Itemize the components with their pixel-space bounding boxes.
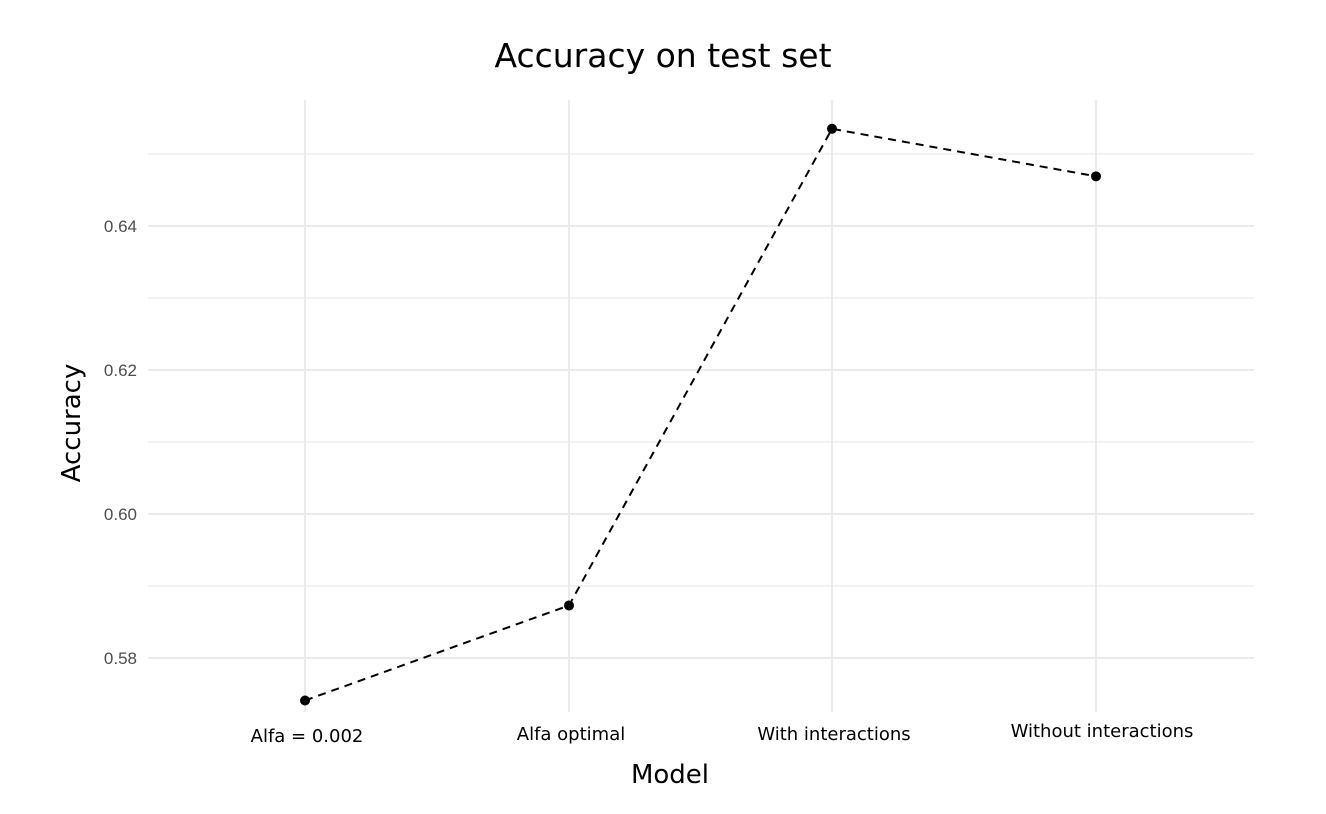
x-tick-label: Alfa = 0.002 [251, 726, 364, 747]
chart-title: Accuracy on test set [494, 36, 832, 75]
y-tick-label: 0.64 [104, 217, 137, 236]
x-tick-label: Alfa optimal [517, 724, 625, 745]
gridlines [148, 100, 1254, 712]
series-line [304, 127, 1097, 702]
x-tick-label: With interactions [757, 724, 910, 745]
x-tick-label: Without interactions [1011, 721, 1194, 742]
series-accuracy [300, 123, 1101, 706]
y-tick-label: 0.58 [104, 649, 137, 668]
data-point [300, 695, 310, 706]
x-axis-title: Model [630, 760, 710, 790]
data-point [1091, 171, 1101, 182]
data-point [827, 123, 837, 134]
axis-tick-labels: 0.58 0.60 0.62 0.64 Alfa = 0.002 Alfa optimal… [104, 217, 1193, 747]
y-tick-label: 0.62 [104, 361, 137, 380]
y-tick-label: 0.60 [104, 505, 137, 524]
data-point [564, 600, 574, 611]
